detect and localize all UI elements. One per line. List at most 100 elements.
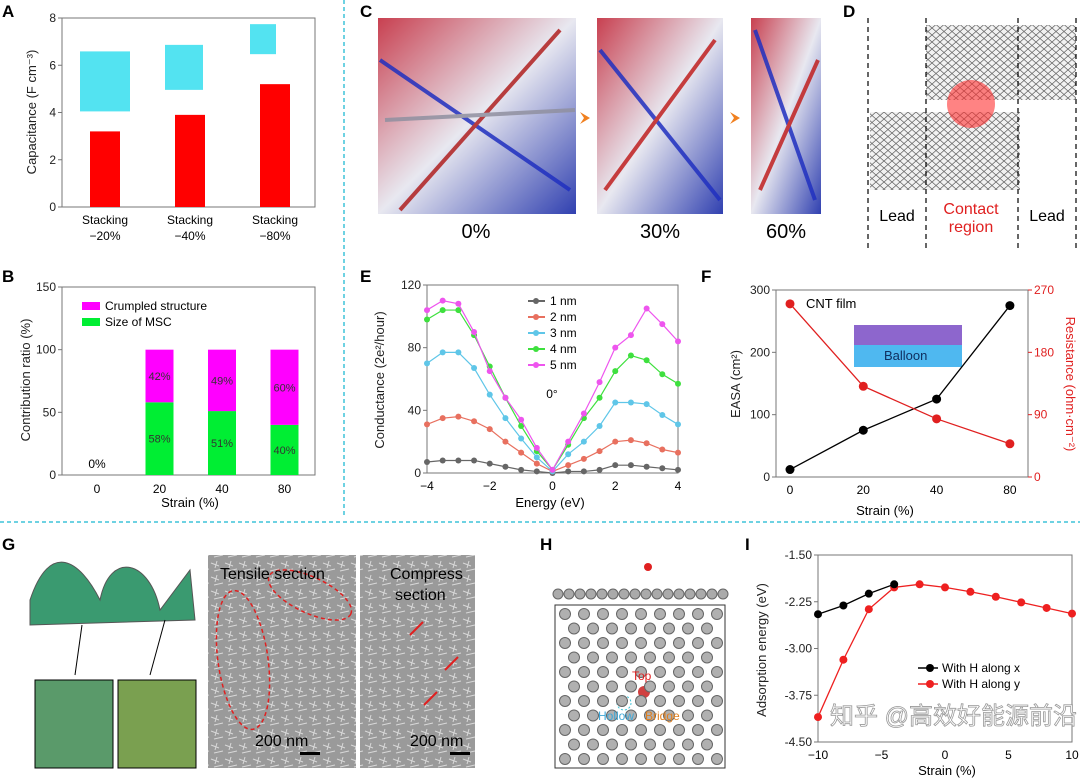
carbon-atom [682,709,694,722]
plot-frame [775,289,1029,478]
carbon-atom [618,588,630,600]
carbon-atom [606,680,618,693]
carbon-atom [559,637,571,649]
data-point [675,380,681,387]
carbon-atom [692,608,704,620]
data-point [533,468,540,475]
carbon-atom [559,695,571,707]
x-tick-label: 0 [942,748,949,762]
carbon-atom [654,724,666,736]
carbon-atom [706,588,718,600]
data-point [518,449,525,456]
data-point [858,381,868,391]
carbon-atom [651,588,663,600]
carbon-atom [585,588,597,600]
data-point [439,307,446,314]
y-tick-label: -4.50 [785,735,813,749]
data-point [966,587,975,596]
legend-marker [926,664,934,672]
bar-label: 51% [211,438,233,450]
legend-label: With H along x [942,661,1020,675]
carbon-atom [663,651,675,664]
x-tick-label: 20 [857,483,871,497]
data-point [533,454,540,461]
data-point [612,344,619,351]
carbon-atom [568,680,580,693]
carbon-atom [673,608,685,620]
carbon-atom [625,738,637,751]
y-tick-label: 100 [750,408,770,422]
data-point [455,300,462,307]
carbon-atom [578,724,590,736]
x-tick-label: 40 [930,483,944,497]
data-point [675,466,681,473]
x-tick-label: 80 [278,482,292,496]
carbon-atom [606,738,618,751]
carbon-atom [711,724,723,736]
carbon-atom [635,666,647,678]
y-axis-label: Adsorption energy (eV) [754,583,769,717]
data-point [533,444,540,451]
y-axis-label: Contribution ratio (%) [18,319,33,442]
stacked-bar-segment [270,424,299,475]
carbon-atom [607,588,619,600]
data-point [596,448,603,455]
x-axis-label: Strain (%) [918,763,976,778]
carbon-atom [663,680,675,693]
data-point [596,394,603,401]
y-tick-label: 0 [414,466,421,480]
y-tick-label: 200 [750,345,770,359]
y-tick-label: -1.50 [785,548,813,562]
carbon-atom [692,724,704,736]
carbon-atom [597,753,609,765]
y-axis-label: EASA (cm²) [728,350,743,418]
data-point [1017,598,1026,607]
x-tick-label: −20% [89,229,120,243]
tensile-section-label: Tensile section [220,566,325,583]
data-point [643,357,650,364]
y-tick-label: 4 [49,106,56,120]
panel-label-c: C [360,2,372,21]
carbon-atom [711,695,723,707]
carbon-atom [635,724,647,736]
y-tick-label: 0 [49,468,56,482]
series-line [817,583,895,615]
data-point [486,391,493,398]
data-point [612,462,619,469]
data-point [785,299,795,309]
y-tick-label: -3.75 [785,688,813,702]
carbon-atom [673,753,685,765]
carbon-atom [568,709,580,722]
data-point [814,713,822,722]
carbon-atom [654,608,666,620]
legend-marker [533,346,539,352]
data-point [890,580,899,589]
carbon-atom [717,588,729,600]
carbon-atom [673,695,685,707]
carbon-atom [644,709,656,722]
data-point [502,394,509,401]
carbon-atom [635,753,647,765]
x-tick-label: −80% [259,229,290,243]
bar [260,84,290,207]
x-tick-label: Stacking [252,213,298,227]
scale-bar-label-2: 200 nm [410,733,463,750]
carbon-atom [563,588,575,600]
legend-label: 3 nm [550,326,577,340]
carbon-atom [711,637,723,649]
lead-right-label: Lead [1029,208,1065,225]
annotation: 0% [88,457,106,471]
top-site-label: Top [632,669,652,683]
y-tick-label: 300 [750,283,770,297]
y-tick-label: 150 [36,280,56,294]
carbon-atom [701,738,713,751]
data-point [502,438,509,445]
panel-label-g: G [2,535,15,554]
y-tick-label: -3.00 [785,642,813,656]
carbon-atom [701,680,713,693]
data-point [1068,609,1076,618]
y-tick-label: 80 [408,341,422,355]
carbon-atom [552,588,564,600]
data-point [580,438,587,445]
carbon-atom [644,622,656,635]
